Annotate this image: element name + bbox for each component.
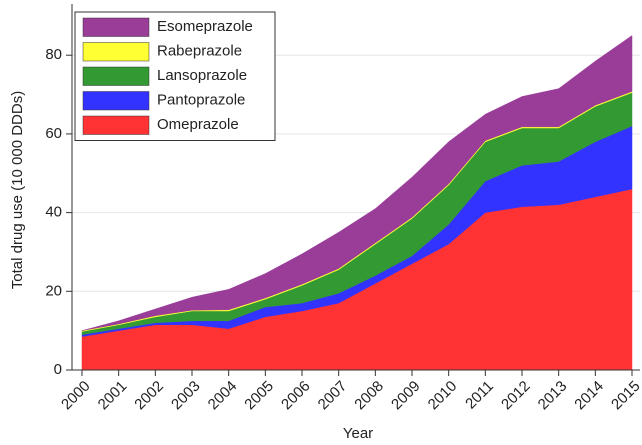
legend-swatch — [82, 42, 150, 62]
legend-label: Lansoprazole — [157, 67, 247, 84]
x-tick-label: 2002 — [131, 378, 167, 414]
legend-label: Pantoprazole — [157, 92, 245, 109]
x-tick-label: 2005 — [241, 378, 277, 414]
y-tick-label: 40 — [45, 204, 62, 221]
legend-swatch — [82, 91, 150, 111]
x-tick-label: 2000 — [58, 378, 94, 414]
y-tick-label: 20 — [45, 282, 62, 299]
y-tick-label: 60 — [45, 125, 62, 142]
x-tick-label: 2009 — [388, 378, 424, 414]
x-axis-label: Year — [343, 425, 373, 442]
area — [81, 35, 633, 331]
x-tick-label: 2014 — [571, 378, 607, 414]
x-tick-label: 2004 — [205, 378, 241, 414]
legend-swatch — [82, 17, 150, 37]
legend-swatch — [82, 115, 150, 135]
x-tick-label: 2012 — [498, 378, 534, 414]
y-tick-label: 80 — [45, 46, 62, 63]
x-tick-label: 2003 — [168, 378, 204, 414]
x-tick-label: 2008 — [351, 378, 387, 414]
x-tick-label: 2013 — [535, 378, 571, 414]
x-tick-label: 2010 — [425, 378, 461, 414]
legend-label: Esomeprazole — [157, 18, 253, 35]
y-tick-label: 0 — [54, 361, 62, 378]
legend-label: Omeprazole — [157, 116, 239, 133]
legend-label: Rabeprazole — [157, 43, 242, 60]
legend-swatch — [82, 66, 150, 86]
x-tick-label: 2007 — [315, 378, 351, 414]
y-axis-label: Total drug use (10 000 DDDs) — [9, 91, 26, 289]
legend: Esomeprazole Rabeprazole Lansoprazole Panto… — [74, 11, 276, 141]
x-tick-label: 2001 — [95, 378, 131, 414]
x-tick-label: 2006 — [278, 378, 314, 414]
x-tick-label: 2015 — [608, 378, 642, 414]
x-tick-label: 2011 — [462, 378, 497, 413]
